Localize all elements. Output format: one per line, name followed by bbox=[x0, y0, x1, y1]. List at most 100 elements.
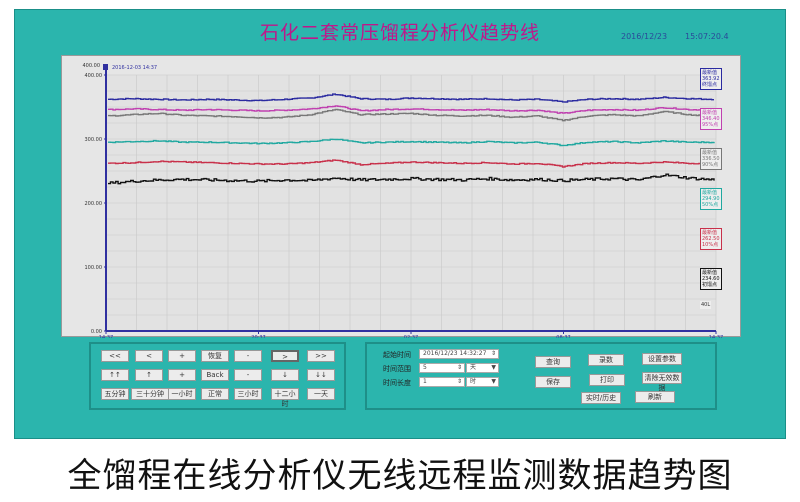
query-button[interactable]: 查询 bbox=[535, 356, 571, 368]
nav-button[interactable]: 三小时 bbox=[234, 388, 262, 400]
legend-text: 10%点 bbox=[702, 242, 719, 248]
series-line bbox=[108, 159, 715, 168]
extra-label: 40L bbox=[700, 301, 712, 309]
settings-button[interactable]: 设置参数 bbox=[642, 353, 682, 365]
nav-button[interactable]: 恢复 bbox=[201, 350, 229, 362]
x-tick-time: 14:37 bbox=[709, 335, 723, 338]
legend-text: 最新值 bbox=[702, 150, 718, 156]
spinner-icon[interactable]: ⇕ bbox=[456, 364, 462, 371]
nav-button[interactable]: ↑ bbox=[135, 369, 163, 381]
current-date: 2016/12/23 bbox=[621, 32, 668, 41]
nav-button[interactable]: 正常 bbox=[201, 388, 229, 400]
legend-entry: 最新值 294.90 50%点 bbox=[700, 188, 722, 210]
x-tick-time: 08:37 bbox=[556, 335, 570, 338]
y-tick-label: 0.00 bbox=[91, 329, 102, 335]
length-value: 1 bbox=[423, 378, 427, 385]
length-unit-select[interactable]: 时 ▼ bbox=[466, 377, 499, 387]
legend-text: 346.40 bbox=[702, 116, 720, 122]
nav-button[interactable]: << bbox=[101, 350, 129, 362]
y-tick-label: 100.00 bbox=[85, 265, 103, 271]
legend-text: 95%点 bbox=[702, 122, 719, 128]
legend-entry: 最新值 336.50 90%点 bbox=[700, 148, 722, 170]
legend-text: 262.50 bbox=[702, 236, 720, 242]
series-line bbox=[108, 105, 715, 114]
length-input[interactable]: 1 ⇕ bbox=[419, 377, 465, 387]
nav-button[interactable]: + bbox=[168, 369, 196, 381]
current-time: 15:07:20.4 bbox=[685, 32, 729, 41]
legend-text: 90%点 bbox=[702, 162, 719, 168]
nav-button[interactable]: + bbox=[168, 350, 196, 362]
legend-entry: 最新值 346.40 95%点 bbox=[700, 108, 722, 130]
refresh-button[interactable]: 刷新 bbox=[635, 391, 675, 403]
legend-entry: 最新值 234.60 初馏点 bbox=[700, 268, 722, 290]
cursor-label: 2016-12-03 14:37 bbox=[112, 65, 157, 71]
legend-text: 最新值 bbox=[702, 230, 718, 236]
dropdown-arrow-icon: ▼ bbox=[491, 378, 496, 385]
legend-text: 234.60 bbox=[702, 276, 720, 282]
series-line bbox=[108, 138, 715, 147]
y-top-label: 400.00 bbox=[83, 63, 101, 69]
x-tick-time: 20:37 bbox=[251, 335, 265, 338]
realtime-history-button[interactable]: 实时/历史 bbox=[581, 392, 621, 404]
nav-button[interactable]: - bbox=[234, 350, 262, 362]
legend-entry: 最新值 262.50 10%点 bbox=[700, 228, 722, 250]
series-line bbox=[108, 108, 715, 122]
legend-text: 最新值 bbox=[702, 270, 718, 276]
legend-text: 50%点 bbox=[702, 202, 719, 208]
nav-button[interactable]: < bbox=[135, 350, 163, 362]
start-time-label: 起始时间 bbox=[383, 351, 411, 359]
legend-text: 363.92 bbox=[702, 76, 720, 82]
trend-chart: 0.00 100.00 200.00 300.00 400.00 400.00 2016-1… bbox=[61, 55, 741, 338]
print-button[interactable]: 打印 bbox=[589, 374, 625, 386]
analyzer-window: 石化二套常压馏程分析仪趋势线 2016/12/23 15:07:20.4 0.0… bbox=[14, 9, 786, 439]
nav-button[interactable]: Back bbox=[201, 369, 229, 381]
caption: 全馏程在线分析仪无线远程监测数据趋势图 bbox=[67, 456, 733, 496]
y-tick-label: 300.00 bbox=[85, 137, 103, 143]
legend-text: 初馏点 bbox=[702, 282, 718, 288]
x-tick-time: 02:37 bbox=[404, 335, 418, 338]
legend-text: 336.50 bbox=[702, 156, 720, 162]
range-label: 时间范围 bbox=[383, 365, 411, 373]
query-panel: 起始时间 2016/12/23 14:32:27 ⇕ 时间范围 5 ⇕ 天 ▼ 时间长… bbox=[365, 342, 717, 410]
legend-text: 最新值 bbox=[702, 70, 718, 76]
legend-text: 最新值 bbox=[702, 110, 718, 116]
nav-button[interactable]: 五分钟 bbox=[101, 388, 129, 400]
legend-text: 终馏点 bbox=[702, 82, 718, 88]
length-unit-value: 时 bbox=[470, 378, 477, 385]
length-label: 时间长度 bbox=[383, 379, 411, 387]
dropdown-arrow-icon: ▼ bbox=[491, 364, 496, 371]
range-value: 5 bbox=[423, 364, 427, 371]
start-time-value: 2016/12/23 14:32:27 bbox=[423, 350, 487, 357]
trend-chart-svg: 0.00 100.00 200.00 300.00 400.00 400.00 2016-1… bbox=[83, 63, 724, 338]
start-time-input[interactable]: 2016/12/23 14:32:27 ⇕ bbox=[419, 349, 499, 359]
nav-button[interactable]: ↓ bbox=[271, 369, 299, 381]
series-line bbox=[108, 93, 714, 103]
nav-button[interactable]: 一天 bbox=[307, 388, 335, 400]
clear-invalid-data-button[interactable]: 清除无效数据 bbox=[642, 372, 682, 392]
page-title: 石化二套常压馏程分析仪趋势线 bbox=[259, 22, 540, 44]
nav-button[interactable]: > bbox=[271, 350, 299, 362]
legend-entry: 最新值 363.92 终馏点 bbox=[700, 68, 722, 90]
range-unit-value: 天 bbox=[470, 364, 477, 371]
nav-button[interactable]: ↑↑ bbox=[101, 369, 129, 381]
nav-button[interactable]: ↓↓ bbox=[307, 369, 335, 381]
spinner-icon[interactable]: ⇕ bbox=[490, 350, 496, 357]
nav-button[interactable]: 十二小时 bbox=[271, 388, 299, 408]
y-tick-label: 400.00 bbox=[85, 73, 103, 79]
legend-text: 最新值 bbox=[702, 190, 718, 196]
range-unit-select[interactable]: 天 ▼ bbox=[466, 363, 499, 373]
nav-button[interactable]: 一小时 bbox=[168, 388, 196, 400]
nav-button[interactable]: - bbox=[234, 369, 262, 381]
spinner-icon[interactable]: ⇕ bbox=[456, 378, 462, 385]
y-tick-label: 200.00 bbox=[85, 201, 103, 207]
nav-button[interactable]: 三十分钟 bbox=[131, 388, 169, 400]
record-button[interactable]: 录数 bbox=[588, 354, 624, 366]
cursor-handle bbox=[103, 64, 108, 70]
legend-text: 294.90 bbox=[702, 196, 720, 202]
nav-button[interactable]: >> bbox=[307, 350, 335, 362]
series-line bbox=[108, 173, 715, 185]
x-tick-time: 14:37 bbox=[99, 335, 113, 338]
navigation-panel: << < + 恢复 - > >> ↑↑ ↑ + Back - ↓ ↓↓ 五分钟 三十分钟 一小时 正常 三小时 十二小… bbox=[89, 342, 346, 410]
save-button[interactable]: 保存 bbox=[535, 376, 571, 388]
range-input[interactable]: 5 ⇕ bbox=[419, 363, 465, 373]
